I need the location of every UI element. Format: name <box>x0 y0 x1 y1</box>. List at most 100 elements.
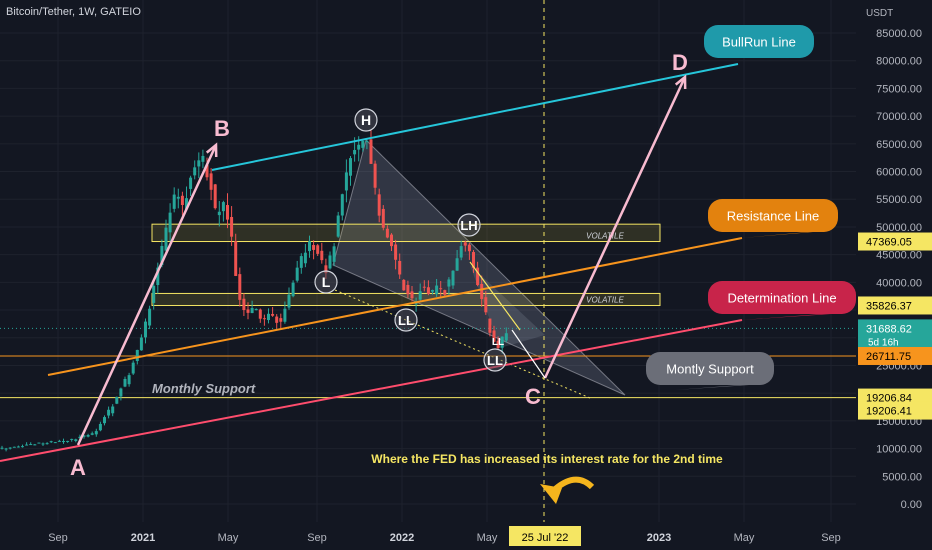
candle-body <box>390 234 393 247</box>
candle-body <box>402 279 406 291</box>
y-tick-label: 50000.00 <box>876 222 922 234</box>
callout-box <box>646 352 774 385</box>
candle <box>275 314 279 329</box>
candle <box>49 440 53 444</box>
candle <box>459 240 463 261</box>
candle <box>492 325 496 343</box>
candle <box>295 260 299 283</box>
candle <box>226 193 229 229</box>
y-tick-label: 5000.00 <box>882 471 922 483</box>
candle-body <box>451 270 455 286</box>
candle <box>308 235 311 258</box>
candle <box>37 442 41 444</box>
candle-body <box>86 435 90 437</box>
projection-down <box>511 329 546 379</box>
x-tick-label: May <box>734 532 755 544</box>
candle <box>180 191 184 216</box>
price-label: 19206.41 <box>866 406 912 418</box>
candle <box>144 318 147 344</box>
candle-body <box>324 265 328 274</box>
candles <box>0 129 508 452</box>
candle-body <box>472 252 475 268</box>
candle <box>217 201 221 227</box>
y-tick-label: 80000.00 <box>876 56 922 68</box>
candle <box>205 157 209 181</box>
x-tick-label: Sep <box>48 532 68 544</box>
callout-box <box>708 281 856 314</box>
candle-body <box>504 333 508 341</box>
candle-body <box>447 279 451 287</box>
callout-text: Resistance Line <box>727 209 820 224</box>
candle <box>484 290 488 315</box>
candle <box>316 243 320 256</box>
candle-body <box>455 258 459 271</box>
y-tick-label: 75000.00 <box>876 83 922 95</box>
candle-body <box>463 242 467 246</box>
candle <box>156 262 160 294</box>
candle-body <box>328 255 332 269</box>
candle-body <box>123 378 127 387</box>
price-label-bg <box>858 296 932 315</box>
candle-body <box>308 241 311 252</box>
candle-body <box>242 298 246 311</box>
candle <box>185 186 188 210</box>
candle-body <box>176 196 180 199</box>
candle-body <box>254 308 258 311</box>
candle-body <box>394 244 398 260</box>
candle <box>312 240 316 260</box>
candle-body <box>148 308 152 326</box>
candle <box>115 396 119 405</box>
candle-body <box>98 423 102 431</box>
candle-body <box>156 267 160 286</box>
candle-body <box>29 444 33 446</box>
candle-body <box>238 274 242 300</box>
wave-point-c: C <box>525 384 541 409</box>
candle-body <box>361 140 365 148</box>
candle-body <box>250 308 254 314</box>
wave-point-b: B <box>214 116 230 141</box>
candle <box>74 438 78 443</box>
candle <box>435 279 439 297</box>
pattern-marker <box>354 108 378 132</box>
candle <box>193 160 197 180</box>
resistance-line <box>47 237 743 376</box>
candle-body <box>33 444 37 446</box>
candle <box>242 293 246 316</box>
candle <box>488 318 492 337</box>
x-tick-label: Sep <box>307 532 327 544</box>
candle-body <box>299 256 303 268</box>
candle-body <box>357 144 361 150</box>
candle <box>250 300 254 314</box>
candle <box>221 200 225 222</box>
pattern-marker <box>314 270 338 294</box>
price-label: 31688.62 <box>866 323 912 335</box>
candle-body <box>369 139 373 164</box>
candle <box>45 442 49 445</box>
volatile-zone <box>151 292 661 306</box>
candle-body <box>234 241 238 276</box>
candle <box>467 242 471 260</box>
candle-body <box>12 446 16 448</box>
candle <box>385 225 389 239</box>
candle-body <box>398 260 402 275</box>
candle <box>131 360 135 375</box>
wave-arrow-cd-head <box>674 74 687 90</box>
axis-currency: USDT <box>866 8 893 19</box>
candle <box>271 307 275 317</box>
candle <box>303 243 307 268</box>
candle <box>496 336 500 350</box>
candle-body <box>8 447 12 449</box>
callout-box <box>708 199 838 232</box>
candle-body <box>172 194 176 209</box>
candle-body <box>443 290 447 295</box>
candle <box>4 447 8 452</box>
candle <box>480 275 484 307</box>
candle <box>172 187 176 213</box>
candle <box>139 334 143 351</box>
candle-body <box>164 227 168 251</box>
candle-body <box>82 435 86 437</box>
candle-body <box>381 208 385 228</box>
candle <box>107 406 111 419</box>
candle <box>238 267 242 307</box>
